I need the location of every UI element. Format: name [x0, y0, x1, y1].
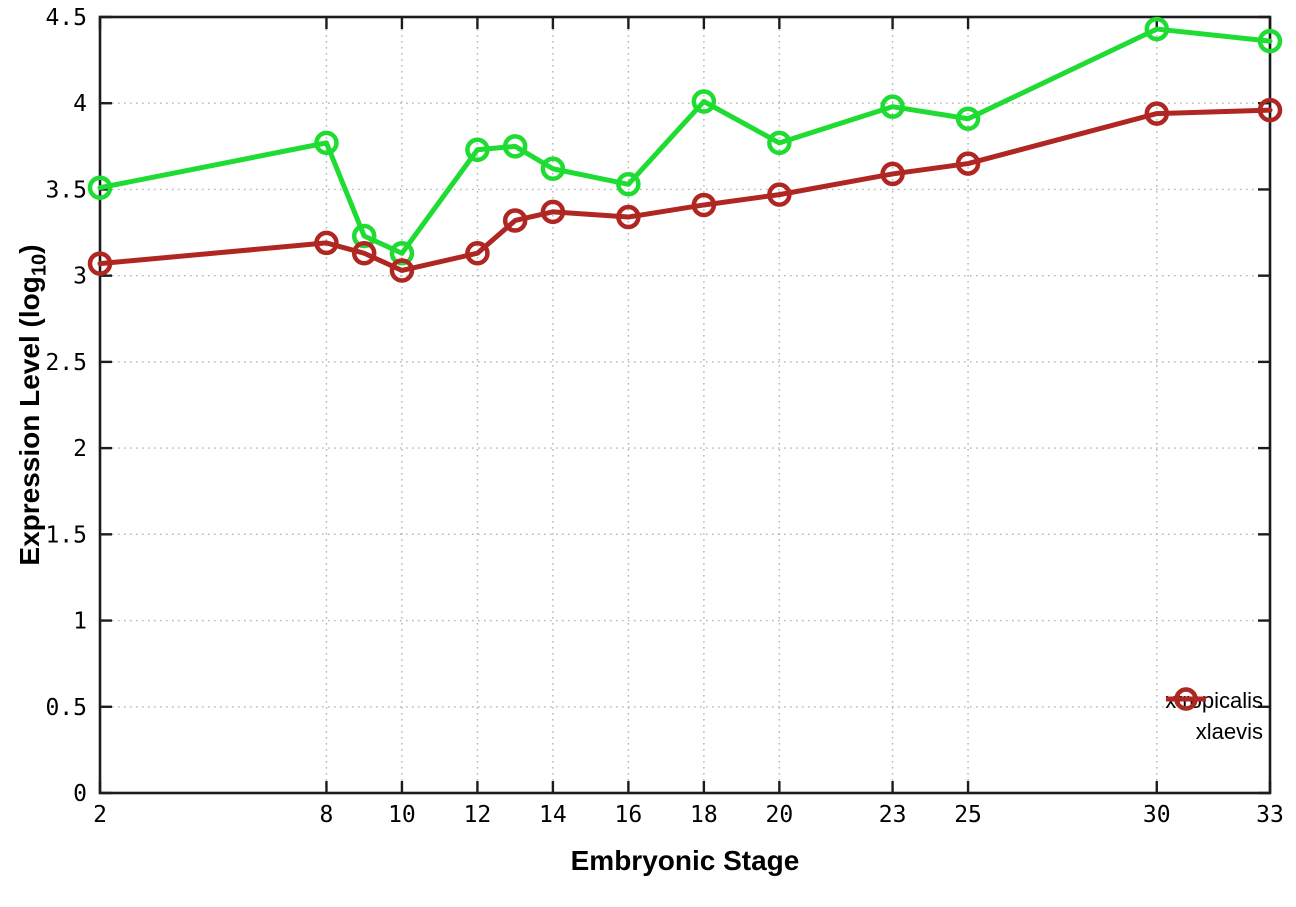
data-point-xtropicalis — [389, 240, 415, 266]
y-tick-label: 3 — [73, 264, 87, 290]
data-point-xlaevis — [351, 240, 377, 266]
y-tick-label: 0.5 — [45, 695, 87, 721]
data-point-xtropicalis — [616, 172, 641, 197]
x-tick-label: 12 — [464, 802, 492, 828]
y-axis-title-subscript: 10 — [28, 253, 51, 277]
data-point-xlaevis — [1257, 97, 1283, 123]
legend-entry-xlaevis: xlaevis — [1166, 687, 1263, 747]
x-tick-label: 10 — [388, 802, 416, 828]
y-axis-title-main: Expression Level (log — [14, 276, 45, 566]
data-point-xtropicalis — [87, 175, 113, 200]
data-point-xtropicalis — [540, 156, 566, 182]
data-point-xtropicalis — [502, 134, 528, 159]
y-axis-title: Expression Level (log10) — [14, 17, 52, 793]
plot-border — [98, 15, 1272, 795]
x-tick-label: 33 — [1256, 802, 1284, 828]
x-axis-title: Embryonic Stage — [570, 845, 800, 876]
y-axis-title-end: ) — [14, 244, 45, 254]
x-tick-label: 20 — [766, 802, 794, 828]
y-tick-label: 3.5 — [45, 177, 87, 203]
y-tick-label: 1.5 — [45, 522, 87, 548]
data-point-xtropicalis — [880, 94, 905, 119]
data-point-xtropicalis — [465, 137, 490, 163]
series-line-xlaevis — [97, 107, 1273, 273]
legend-sample-line-icon — [1166, 687, 1207, 711]
x-tick-label: 2 — [93, 802, 107, 828]
data-point-xlaevis — [767, 182, 792, 207]
chart-legend: xtropicalis xlaevis — [1165, 685, 1263, 747]
y-tick-label: 1 — [73, 609, 87, 635]
data-point-xlaevis — [880, 161, 905, 187]
x-tick-label: 30 — [1143, 802, 1171, 828]
data-point-xlaevis — [616, 204, 641, 230]
data-point-xlaevis — [314, 230, 339, 256]
y-tick-label: 0 — [73, 781, 87, 807]
data-point-xtropicalis — [1144, 16, 1170, 42]
data-point-xlaevis — [1144, 101, 1170, 126]
x-tick-label: 23 — [879, 802, 907, 828]
data-point-xtropicalis — [767, 130, 792, 156]
y-tick-label: 4 — [73, 91, 87, 117]
data-point-xlaevis — [955, 151, 981, 176]
data-point-xtropicalis — [955, 106, 981, 131]
x-tick-label: 14 — [539, 802, 567, 828]
data-point-xtropicalis — [691, 89, 717, 114]
y-tick-label: 4.5 — [45, 5, 87, 31]
data-point-xlaevis — [465, 240, 490, 266]
x-tick-label: 25 — [954, 802, 982, 828]
data-point-xtropicalis — [1257, 28, 1283, 54]
data-point-xlaevis — [691, 192, 717, 218]
x-tick-label: 8 — [320, 802, 334, 828]
data-point-xlaevis — [87, 251, 113, 276]
data-point-xtropicalis — [314, 130, 339, 156]
data-point-xtropicalis — [351, 223, 377, 249]
series-line-xtropicalis — [97, 26, 1273, 256]
data-point-xlaevis — [389, 258, 415, 283]
data-point-xlaevis — [502, 208, 528, 233]
y-tick-label: 2.5 — [45, 350, 87, 376]
x-tick-label: 18 — [690, 802, 718, 828]
x-tick-label: 16 — [615, 802, 643, 828]
legend-label: xlaevis — [1195, 718, 1263, 744]
y-tick-label: 2 — [73, 436, 87, 462]
data-point-xlaevis — [540, 199, 566, 225]
